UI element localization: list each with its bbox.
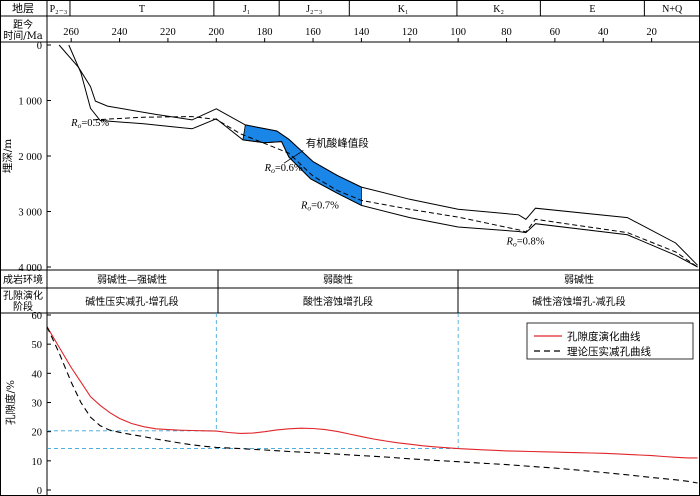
x-tick-label: 40 [598,27,609,38]
strata-label: J₂₋₃ [306,4,322,15]
y-tick-label: 2 000 [18,152,42,163]
legend-label: 理论压实减孔曲线 [567,345,651,358]
y-tick-label: 40 [32,369,43,380]
ro-label: Ro=0.6% [264,163,303,175]
x-tick-label: 220 [160,27,176,38]
stage-1: 碱性压实减孔-增孔段 [85,295,178,308]
ro-label: Ro=0.7% [300,200,339,212]
burial-depth-chart: 0 1 000 2 000 3 000 4 000 埋深/m Ro=0.5% Ro=0.6% R… [2,41,698,274]
y-tick-label: 1 000 [18,97,42,108]
series-line [46,326,698,484]
ro-label: Ro=0.5% [70,118,109,130]
strata-label: T [139,4,145,15]
x-tick-label: 80 [501,27,512,38]
y-tick-label: 20 [32,428,43,439]
x-tick-label: 180 [257,27,273,38]
x-tick-label: 240 [112,27,128,38]
legend-label: 孔隙度演化曲线 [567,330,641,343]
y-tick-label: 4 000 [18,263,42,274]
x-tick-label: 20 [646,27,657,38]
stage-2: 酸性溶蚀增孔段 [303,295,373,308]
x-tick-label: 160 [305,27,321,38]
strata-row: P₂₋₃ T J₁ J₂₋₃ K₁ K₂ E N+Q [50,0,683,16]
porosity-axis-label: 孔隙度/% [4,380,17,425]
y-tick-label: 10 [32,457,43,468]
env-1: 弱碱性—强碱性 [97,273,167,286]
evo-label-line2: 阶段 [13,300,33,313]
burial-curve-1 [58,44,698,266]
strata-label: K₂ [493,4,504,15]
y-tick-label: 0 [37,41,42,52]
series-line [46,326,698,459]
age-label-line2: 时间/Ma [3,29,43,42]
y-tick-label: 3 000 [18,208,42,219]
ro-isoline [92,116,698,268]
x-tick-label: 260 [63,27,79,38]
strata-label: K₁ [398,4,409,15]
env-label: 成岩环境 [3,273,43,286]
age-label-line1: 距今 [13,18,33,31]
x-tick-label: 100 [450,27,466,38]
annotation-label: 有机酸峰值段 [306,137,369,150]
ro-label: Ro=0.8% [506,236,545,248]
y-tick-label: 60 [32,311,43,322]
env-3: 弱碱性 [564,273,594,286]
x-tick-label: 60 [550,27,561,38]
strata-label: N+Q [662,4,683,15]
y-tick-label: 0 [37,486,42,496]
burial-curve-2 [68,44,698,268]
annotation-leader [283,150,304,164]
env-2: 弱酸性 [323,273,353,286]
x-tick-label: 120 [402,27,418,38]
age-axis: 260 240 220 200 180 160 140 120 100 80 60 40 20 [63,27,657,42]
strata-label: E [589,4,595,15]
legend-box [526,322,694,360]
x-tick-label: 200 [208,27,224,38]
x-tick-label: 140 [354,27,370,38]
stratum-label: 地层 [12,2,34,15]
evo-label-line1: 孔隙演化 [3,289,43,302]
y-tick-label: 50 [32,340,43,351]
strata-label: J₁ [243,4,250,15]
strata-label: P₂₋₃ [50,4,68,15]
y-tick-label: 30 [32,399,43,410]
depth-axis-label: 埋深/m [2,139,14,174]
stage-3: 碱性溶蚀增孔-减孔段 [532,295,625,308]
